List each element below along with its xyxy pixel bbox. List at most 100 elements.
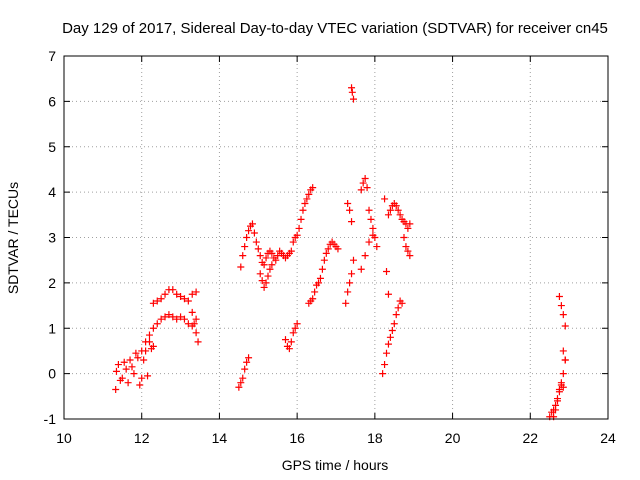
grid-lines	[64, 56, 608, 419]
data-point	[237, 263, 245, 271]
data-point	[289, 238, 297, 246]
data-point	[383, 268, 391, 276]
data-point	[348, 270, 356, 278]
data-point	[161, 313, 169, 321]
data-point	[241, 365, 249, 373]
data-point	[559, 311, 567, 319]
data-point	[157, 295, 165, 303]
data-point	[293, 231, 301, 239]
data-point	[555, 388, 563, 396]
data-point	[237, 379, 245, 387]
data-point	[180, 295, 188, 303]
data-point	[392, 311, 400, 319]
data-point	[177, 292, 185, 300]
y-tick-label: 4	[48, 184, 56, 200]
data-point	[130, 370, 138, 378]
x-tick-label: 18	[367, 430, 383, 446]
data-point	[138, 374, 146, 382]
data-point	[369, 231, 377, 239]
data-point	[297, 215, 305, 223]
data-point	[388, 327, 396, 335]
data-point	[287, 247, 295, 255]
data-point	[190, 320, 198, 328]
data-point	[384, 290, 392, 298]
data-point	[295, 224, 303, 232]
data-point	[369, 224, 377, 232]
data-point	[309, 184, 317, 192]
plot-frame	[63, 55, 609, 420]
data-point	[285, 345, 293, 353]
data-point	[116, 376, 124, 384]
data-point	[165, 311, 173, 319]
data-point	[311, 288, 319, 296]
data-point	[241, 243, 249, 251]
data-point	[349, 95, 357, 103]
y-tick-label: 7	[48, 48, 56, 64]
x-tick-label: 24	[600, 430, 616, 446]
data-point	[177, 313, 185, 321]
chart-title: Day 129 of 2017, Sidereal Day-to-day VTE…	[62, 20, 608, 37]
x-tick-label: 12	[134, 430, 150, 446]
data-point	[157, 315, 165, 323]
data-point	[262, 254, 270, 262]
data-point	[260, 283, 268, 291]
data-point	[140, 356, 148, 364]
data-point	[552, 406, 560, 414]
data-point	[291, 324, 299, 332]
y-tick-label: 2	[48, 275, 56, 291]
data-point	[173, 315, 181, 323]
data-point	[365, 238, 373, 246]
data-point	[348, 84, 356, 92]
data-points	[112, 84, 569, 421]
data-point	[184, 297, 192, 305]
data-point	[404, 247, 412, 255]
data-point	[346, 206, 354, 214]
data-point	[272, 256, 280, 264]
data-point	[239, 252, 247, 260]
y-tick-label: 6	[48, 93, 56, 109]
data-point	[256, 252, 264, 260]
x-axis-label: GPS time / hours	[282, 457, 389, 473]
data-point	[559, 370, 567, 378]
data-point	[324, 245, 332, 253]
data-point	[348, 218, 356, 226]
data-point	[357, 265, 365, 273]
data-point	[192, 329, 200, 337]
data-point	[281, 336, 289, 344]
data-point	[258, 277, 266, 285]
x-tick-label: 14	[212, 430, 228, 446]
data-point	[559, 383, 567, 391]
data-point	[381, 195, 389, 203]
data-point	[120, 358, 128, 366]
data-point	[169, 313, 177, 321]
y-tick-label: 0	[48, 366, 56, 382]
y-tick-label: 3	[48, 230, 56, 246]
data-point	[153, 297, 161, 305]
data-point	[287, 338, 295, 346]
data-point	[250, 229, 258, 237]
data-point	[357, 186, 365, 194]
data-point	[254, 245, 262, 253]
data-point	[359, 179, 367, 187]
y-tick-label: 5	[48, 139, 56, 155]
data-point	[344, 199, 352, 207]
data-point	[147, 345, 155, 353]
data-point	[188, 290, 196, 298]
data-point	[361, 175, 369, 183]
y-tick-label: 1	[48, 320, 56, 336]
data-point	[149, 324, 157, 332]
data-point	[394, 206, 402, 214]
data-point	[561, 322, 569, 330]
data-point	[128, 363, 136, 371]
data-point	[138, 347, 146, 355]
data-point	[169, 286, 177, 294]
data-point	[346, 279, 354, 287]
data-point	[192, 288, 200, 296]
data-point	[264, 272, 272, 280]
data-point	[555, 292, 563, 300]
data-point	[367, 215, 375, 223]
data-point	[305, 190, 313, 198]
data-point	[394, 304, 402, 312]
data-point	[161, 290, 169, 298]
